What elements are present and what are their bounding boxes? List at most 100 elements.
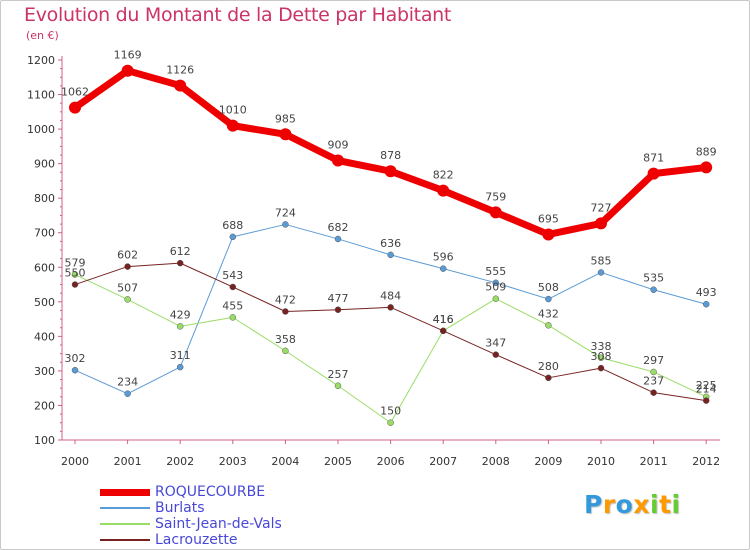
data-label-roquecourbe: 759 (485, 190, 506, 203)
data-point-burlats (176, 363, 184, 371)
data-point-burlats (282, 221, 289, 228)
y-tick-label: 900 (34, 158, 55, 171)
x-tick-label: 2002 (166, 455, 194, 468)
y-tick-label: 200 (34, 399, 55, 412)
data-label-burlats: 302 (65, 352, 86, 365)
data-label-burlats: 311 (170, 349, 191, 362)
data-point-burlats (71, 366, 79, 374)
y-tick-label: 100 (34, 434, 55, 447)
x-tick-label: 2007 (429, 455, 457, 468)
data-point-lacrouzette (492, 351, 500, 358)
y-tick-label: 500 (34, 296, 55, 309)
data-point-roquecourbe (437, 184, 450, 197)
data-label-saint-jean-de-vals: 257 (328, 368, 349, 381)
logo-letter: P (584, 490, 603, 519)
data-label-saint-jean-de-vals: 150 (380, 405, 401, 418)
logo-letter: i (650, 490, 660, 519)
data-label-roquecourbe: 727 (591, 201, 612, 214)
data-point-lacrouzette (124, 263, 131, 270)
data-label-lacrouzette: 280 (538, 360, 559, 373)
data-label-burlats: 508 (538, 281, 559, 294)
data-point-roquecourbe (279, 128, 292, 141)
data-label-saint-jean-de-vals: 338 (591, 340, 612, 353)
data-point-roquecourbe (647, 167, 660, 180)
data-label-burlats: 555 (485, 265, 506, 278)
data-label-burlats: 688 (222, 219, 243, 232)
chart-title: Evolution du Montant de la Dette par Hab… (24, 4, 452, 26)
data-point-burlats (597, 269, 605, 276)
y-tick-label: 600 (34, 261, 55, 274)
data-label-burlats: 535 (643, 272, 664, 285)
data-point-burlats (334, 235, 342, 243)
data-point-lacrouzette (229, 283, 237, 291)
logo-letter: r (602, 490, 616, 519)
data-label-burlats: 234 (117, 376, 138, 389)
data-label-roquecourbe: 695 (538, 212, 559, 225)
data-point-saint-jean-de-vals (545, 322, 552, 329)
x-tick-label: 2004 (271, 455, 299, 468)
data-label-saint-jean-de-vals: 509 (485, 281, 506, 294)
logo-letter: i (671, 490, 681, 519)
proxiti-logo: Proxiti (584, 490, 681, 519)
data-point-roquecourbe (542, 228, 555, 241)
data-point-saint-jean-de-vals (387, 419, 394, 426)
data-point-roquecourbe (226, 119, 239, 132)
data-point-burlats (124, 390, 131, 397)
x-tick-label: 2010 (587, 455, 615, 468)
series-line-lacrouzette (74, 262, 707, 402)
data-point-burlats (650, 286, 657, 293)
data-label-burlats: 585 (591, 254, 612, 267)
legend-swatch-roquecourbe (100, 488, 150, 496)
data-point-lacrouzette (282, 308, 289, 315)
y-tick-label: 1200 (27, 54, 55, 67)
data-label-saint-jean-de-vals: 579 (65, 257, 86, 270)
legend-swatch-saint-jean-de-vals (100, 523, 150, 525)
legend-label-roquecourbe: ROQUECOURBE (155, 484, 266, 500)
data-label-saint-jean-de-vals: 429 (170, 308, 191, 321)
data-label-lacrouzette: 416 (433, 313, 454, 326)
y-tick-label: 1100 (27, 89, 55, 102)
logo-letter: t (659, 490, 672, 519)
data-label-roquecourbe: 1126 (166, 64, 194, 77)
data-label-burlats: 493 (696, 286, 717, 299)
data-label-burlats: 636 (380, 237, 401, 250)
data-point-burlats (229, 233, 237, 241)
data-label-lacrouzette: 477 (328, 292, 349, 305)
x-tick-label: 2008 (482, 455, 510, 468)
data-point-saint-jean-de-vals (334, 382, 342, 390)
x-tick-label: 2005 (324, 455, 352, 468)
data-point-roquecourbe (700, 161, 713, 174)
data-point-saint-jean-de-vals (176, 323, 184, 330)
data-point-lacrouzette (597, 364, 605, 372)
data-point-saint-jean-de-vals (282, 347, 289, 355)
data-label-saint-jean-de-vals: 507 (117, 281, 138, 294)
data-label-saint-jean-de-vals: 225 (696, 379, 717, 392)
data-point-roquecourbe (121, 64, 134, 77)
data-point-lacrouzette (334, 306, 342, 314)
data-point-saint-jean-de-vals (71, 271, 79, 278)
data-point-burlats (702, 300, 710, 308)
data-label-lacrouzette: 612 (170, 245, 191, 258)
data-label-lacrouzette: 484 (380, 289, 401, 302)
x-tick-label: 2012 (692, 455, 720, 468)
data-label-burlats: 682 (328, 221, 349, 234)
x-tick-label: 2006 (377, 455, 405, 468)
data-point-lacrouzette (702, 397, 710, 404)
data-point-lacrouzette (439, 327, 447, 335)
data-point-lacrouzette (176, 259, 184, 267)
data-label-lacrouzette: 602 (117, 249, 138, 262)
data-label-roquecourbe: 822 (433, 169, 454, 182)
data-label-roquecourbe: 985 (275, 112, 296, 125)
legend-label-lacrouzette: Lacrouzette (155, 532, 238, 548)
data-label-burlats: 724 (275, 206, 296, 219)
data-point-saint-jean-de-vals (229, 314, 237, 321)
data-label-saint-jean-de-vals: 416 (433, 313, 454, 326)
legend-swatch-burlats (100, 507, 150, 509)
data-label-lacrouzette: 472 (275, 293, 296, 306)
data-point-lacrouzette (650, 389, 657, 396)
logo-letter: x (633, 490, 650, 519)
data-point-roquecourbe (69, 101, 81, 114)
data-point-burlats (387, 251, 394, 259)
data-label-lacrouzette: 308 (591, 350, 612, 363)
